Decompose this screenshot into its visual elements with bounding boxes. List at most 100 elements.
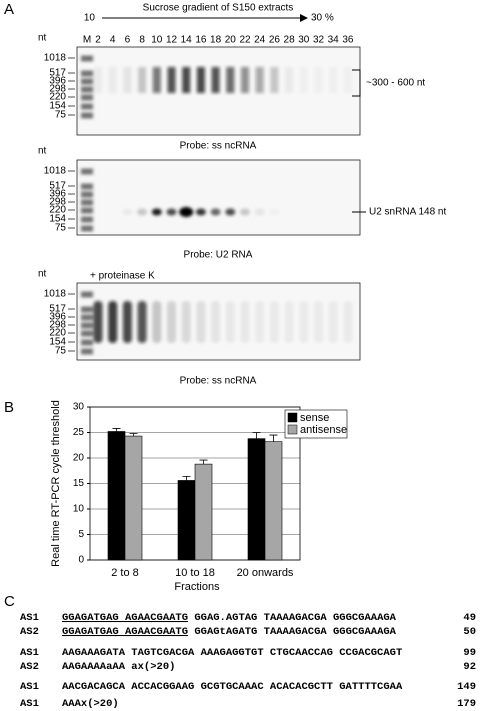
y-tick-label: 10 xyxy=(73,504,85,515)
y-tick-label: 5 xyxy=(78,529,84,540)
lane-label: 2 xyxy=(95,35,101,46)
band xyxy=(151,208,162,216)
ladder-band xyxy=(81,331,93,333)
ladder-band xyxy=(81,220,93,222)
caption: Probe: ss ncRNA xyxy=(180,141,257,152)
band xyxy=(225,208,236,216)
ladder-band xyxy=(81,307,93,309)
x-tick-label: 10 to 18 xyxy=(175,567,215,579)
bar xyxy=(247,438,266,561)
sequence: AAGAAAAaAA ax(>20) xyxy=(62,661,175,673)
ladder-band xyxy=(81,318,93,320)
gel-bands xyxy=(81,292,353,354)
sequence-end: 49 xyxy=(463,612,476,624)
smear xyxy=(299,301,309,343)
ladder-band xyxy=(81,95,93,97)
smear xyxy=(181,301,191,343)
bar xyxy=(264,441,283,561)
smear xyxy=(123,67,132,93)
lane-label: M xyxy=(83,35,91,46)
ladder-band xyxy=(81,343,93,345)
ladder-band xyxy=(81,79,93,81)
lane-label: 32 xyxy=(313,35,325,46)
size-marker: 396 xyxy=(49,76,66,87)
smear xyxy=(241,67,249,93)
bar xyxy=(194,463,213,561)
panel-label: C xyxy=(4,593,15,610)
lane-label: 6 xyxy=(125,35,131,46)
lane-label: 28 xyxy=(284,35,296,46)
smear xyxy=(211,301,221,343)
smear xyxy=(285,67,294,93)
ladder-band xyxy=(81,184,93,186)
legend-label: antisense xyxy=(300,424,347,436)
lane-label: 20 xyxy=(225,35,237,46)
y-tick-label: 20 xyxy=(73,453,85,464)
smear xyxy=(196,67,205,93)
ladder-band xyxy=(81,172,93,174)
treatment-label: + proteinase K xyxy=(90,271,155,282)
smear xyxy=(211,67,220,93)
bracket xyxy=(352,69,361,97)
lane-label: 30 xyxy=(298,35,310,46)
lane-label: 4 xyxy=(110,35,116,46)
smear xyxy=(344,67,352,93)
ladder-band xyxy=(81,113,93,115)
smear xyxy=(329,67,337,93)
smear xyxy=(152,67,161,93)
legend-label: sense xyxy=(300,412,329,424)
error-bar xyxy=(129,433,138,437)
smear xyxy=(225,301,235,343)
ladder-band xyxy=(81,217,93,219)
size-marker: 220 xyxy=(49,92,66,103)
size-marker: 154 xyxy=(49,101,66,112)
smear xyxy=(328,301,338,343)
size-marker: 298 xyxy=(49,197,66,208)
smear xyxy=(182,67,191,93)
legend-swatch xyxy=(287,424,298,435)
smear xyxy=(314,301,323,343)
gradient-title: Sucrose gradient of S150 extracts xyxy=(143,3,294,14)
ladder-band xyxy=(81,195,93,197)
ladder-band xyxy=(81,323,93,325)
sequence-end: 50 xyxy=(463,626,476,638)
sequence-end: 179 xyxy=(457,698,476,710)
ladder-band xyxy=(81,107,93,109)
size-marker: 298 xyxy=(49,84,66,95)
smear xyxy=(284,301,294,343)
band xyxy=(269,209,279,216)
lane-label: 8 xyxy=(139,35,145,46)
size-marker: 396 xyxy=(49,189,66,200)
y-axis-label: Real time RT-PCR cycle threshold xyxy=(50,400,62,567)
error-bar xyxy=(199,459,208,465)
sequence-text: GGAGtAGATG TAAAAGACGA GGGCGAAAGA xyxy=(194,626,396,638)
ladder-band xyxy=(81,74,93,76)
ladder-band xyxy=(81,211,93,213)
sequence: AAGAAAGATA TAGTCGACGA AAAGAGGTGT CTGCAAC… xyxy=(62,647,402,659)
lane-label: 14 xyxy=(181,35,193,46)
ladder-band xyxy=(81,87,93,89)
legend-swatch xyxy=(287,412,298,423)
band xyxy=(179,207,194,217)
size-marker: 154 xyxy=(49,337,66,348)
ladder-band xyxy=(81,229,93,231)
sequence-name: AS1 xyxy=(20,698,39,710)
sequence-name: AS1 xyxy=(20,612,39,624)
size-marker: 517 xyxy=(49,181,66,192)
sequence-end: 149 xyxy=(457,681,476,693)
sequence-text: AAAx(>20) xyxy=(62,698,119,710)
band xyxy=(195,208,206,216)
smear xyxy=(108,301,118,343)
lane-label: 22 xyxy=(239,35,251,46)
sequence: GGAGATGAG AGAACGAATG GGAG.AGTAG TAAAAGAC… xyxy=(62,612,397,624)
smear xyxy=(137,301,147,343)
lane-label: 24 xyxy=(254,35,266,46)
ladder-band xyxy=(81,200,93,202)
y-tick-label: 30 xyxy=(73,402,85,413)
band xyxy=(137,208,148,216)
lane-label: 26 xyxy=(269,35,281,46)
ladder-band xyxy=(81,315,93,317)
smear xyxy=(152,301,162,343)
lane-label: 12 xyxy=(166,35,178,46)
sequence: GGAGATGAG AGAACGAATG GGAGtAGATG TAAAAGAC… xyxy=(62,626,397,638)
